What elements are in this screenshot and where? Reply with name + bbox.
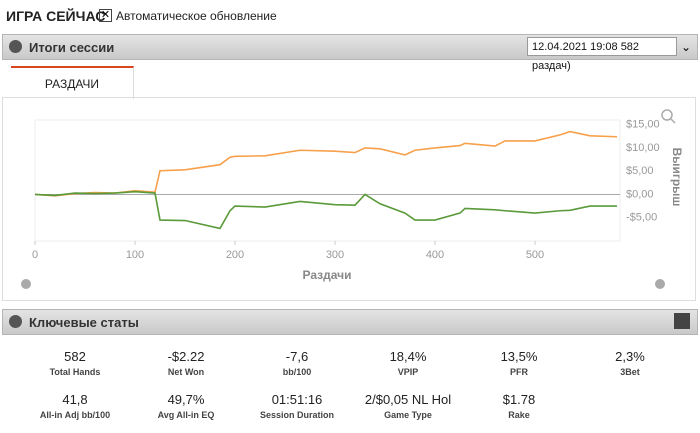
stat: 2/$0,05 NL Hol Game Type [353,392,463,420]
stat: -$2.22 Net Won [131,349,241,377]
stat-value: 41,8 [62,392,88,407]
stat-value: 01:51:16 [271,392,323,407]
settings-icon[interactable] [21,279,31,289]
series-line [34,130,618,197]
layout-button[interactable] [674,313,690,329]
stat-value: $1.78 [502,392,536,407]
series-line [34,190,617,230]
stat-label: Rake [508,410,530,420]
y-tick-label: $10,00 [626,142,660,154]
stat: 01:51:16 Session Duration [242,392,352,420]
section-title: Ключевые статы [29,315,139,330]
page-title: ИГРА СЕЙЧАС [6,8,106,24]
dropdown-arrow[interactable]: ⌄ [681,40,692,54]
collapse-icon[interactable] [9,40,22,53]
stat: 18,4% VPIP [353,349,463,377]
stat-label: VPIP [397,367,419,377]
x-axis-label: Раздачи [303,268,352,282]
stat-label: Session Duration [259,410,334,420]
chart-panel [2,97,696,301]
stat-label: All-in Adj bb/100 [39,410,111,420]
stat-value: -7,6 [285,349,309,364]
stat-label: bb/100 [282,367,312,377]
y-tick-label: $0,00 [626,188,654,200]
collapse-icon[interactable] [9,315,22,328]
tab[interactable]: РАЗДАЧИ [11,66,134,99]
stat: 41,8 All-in Adj bb/100 [20,392,130,420]
stat: $1.78 Rake [464,392,574,420]
session-selector[interactable]: 12.04.2021 19:08 582 раздач) [527,37,677,72]
stats-header: Ключевые статы [2,309,698,335]
plot-area [34,119,621,242]
stat-value: -$2.22 [167,349,205,364]
stat: 2,3% 3Bet [575,349,685,377]
info-icon[interactable] [655,279,665,289]
y-axis-label: Выигрыш [670,148,684,207]
x-tick-label: 300 [326,249,344,261]
stat-label: PFR [510,367,528,377]
stat: 582 Total Hands [20,349,130,377]
x-tick-label: 0 [32,249,38,261]
stat: -7,6 bb/100 [242,349,352,377]
stat-value: 13,5% [500,349,538,364]
stat-label: Game Type [384,410,432,420]
y-tick-label: $5,00 [626,165,654,177]
stat: 49,7% Avg All-in EQ [131,392,241,420]
x-tick-label: 200 [226,249,244,261]
stat-label: Total Hands [49,367,101,377]
stat-value: 49,7% [167,392,205,407]
stat: 13,5% PFR [464,349,574,377]
stat-label: 3Bet [620,367,640,377]
x-tick-label: 500 [526,249,544,261]
zoom-icon[interactable] [661,109,673,121]
zoom-icon-handle [670,118,676,124]
section-title: Итоги сессии [29,40,115,55]
stat-value: 18,4% [389,349,427,364]
checkbox[interactable]: ✕ [99,9,112,22]
y-tick-label: -$5,00 [626,212,657,224]
stat-value: 2,3% [615,349,645,364]
x-tick-label: 400 [426,249,444,261]
y-tick-label: $15,00 [626,119,660,131]
chart: Раздачи Выигрыш $15,00 $10,00 $5,00 $0,00 -$… [21,109,684,289]
x-tick-label: 100 [126,249,144,261]
stat-value: 582 [64,349,86,364]
checkbox-label: Автоматическое обновление [116,9,277,23]
stat-label: Avg All-in EQ [157,410,215,420]
stat-value: 2/$0,05 NL Hol [364,392,452,407]
stat-label: Net Won [167,367,205,377]
